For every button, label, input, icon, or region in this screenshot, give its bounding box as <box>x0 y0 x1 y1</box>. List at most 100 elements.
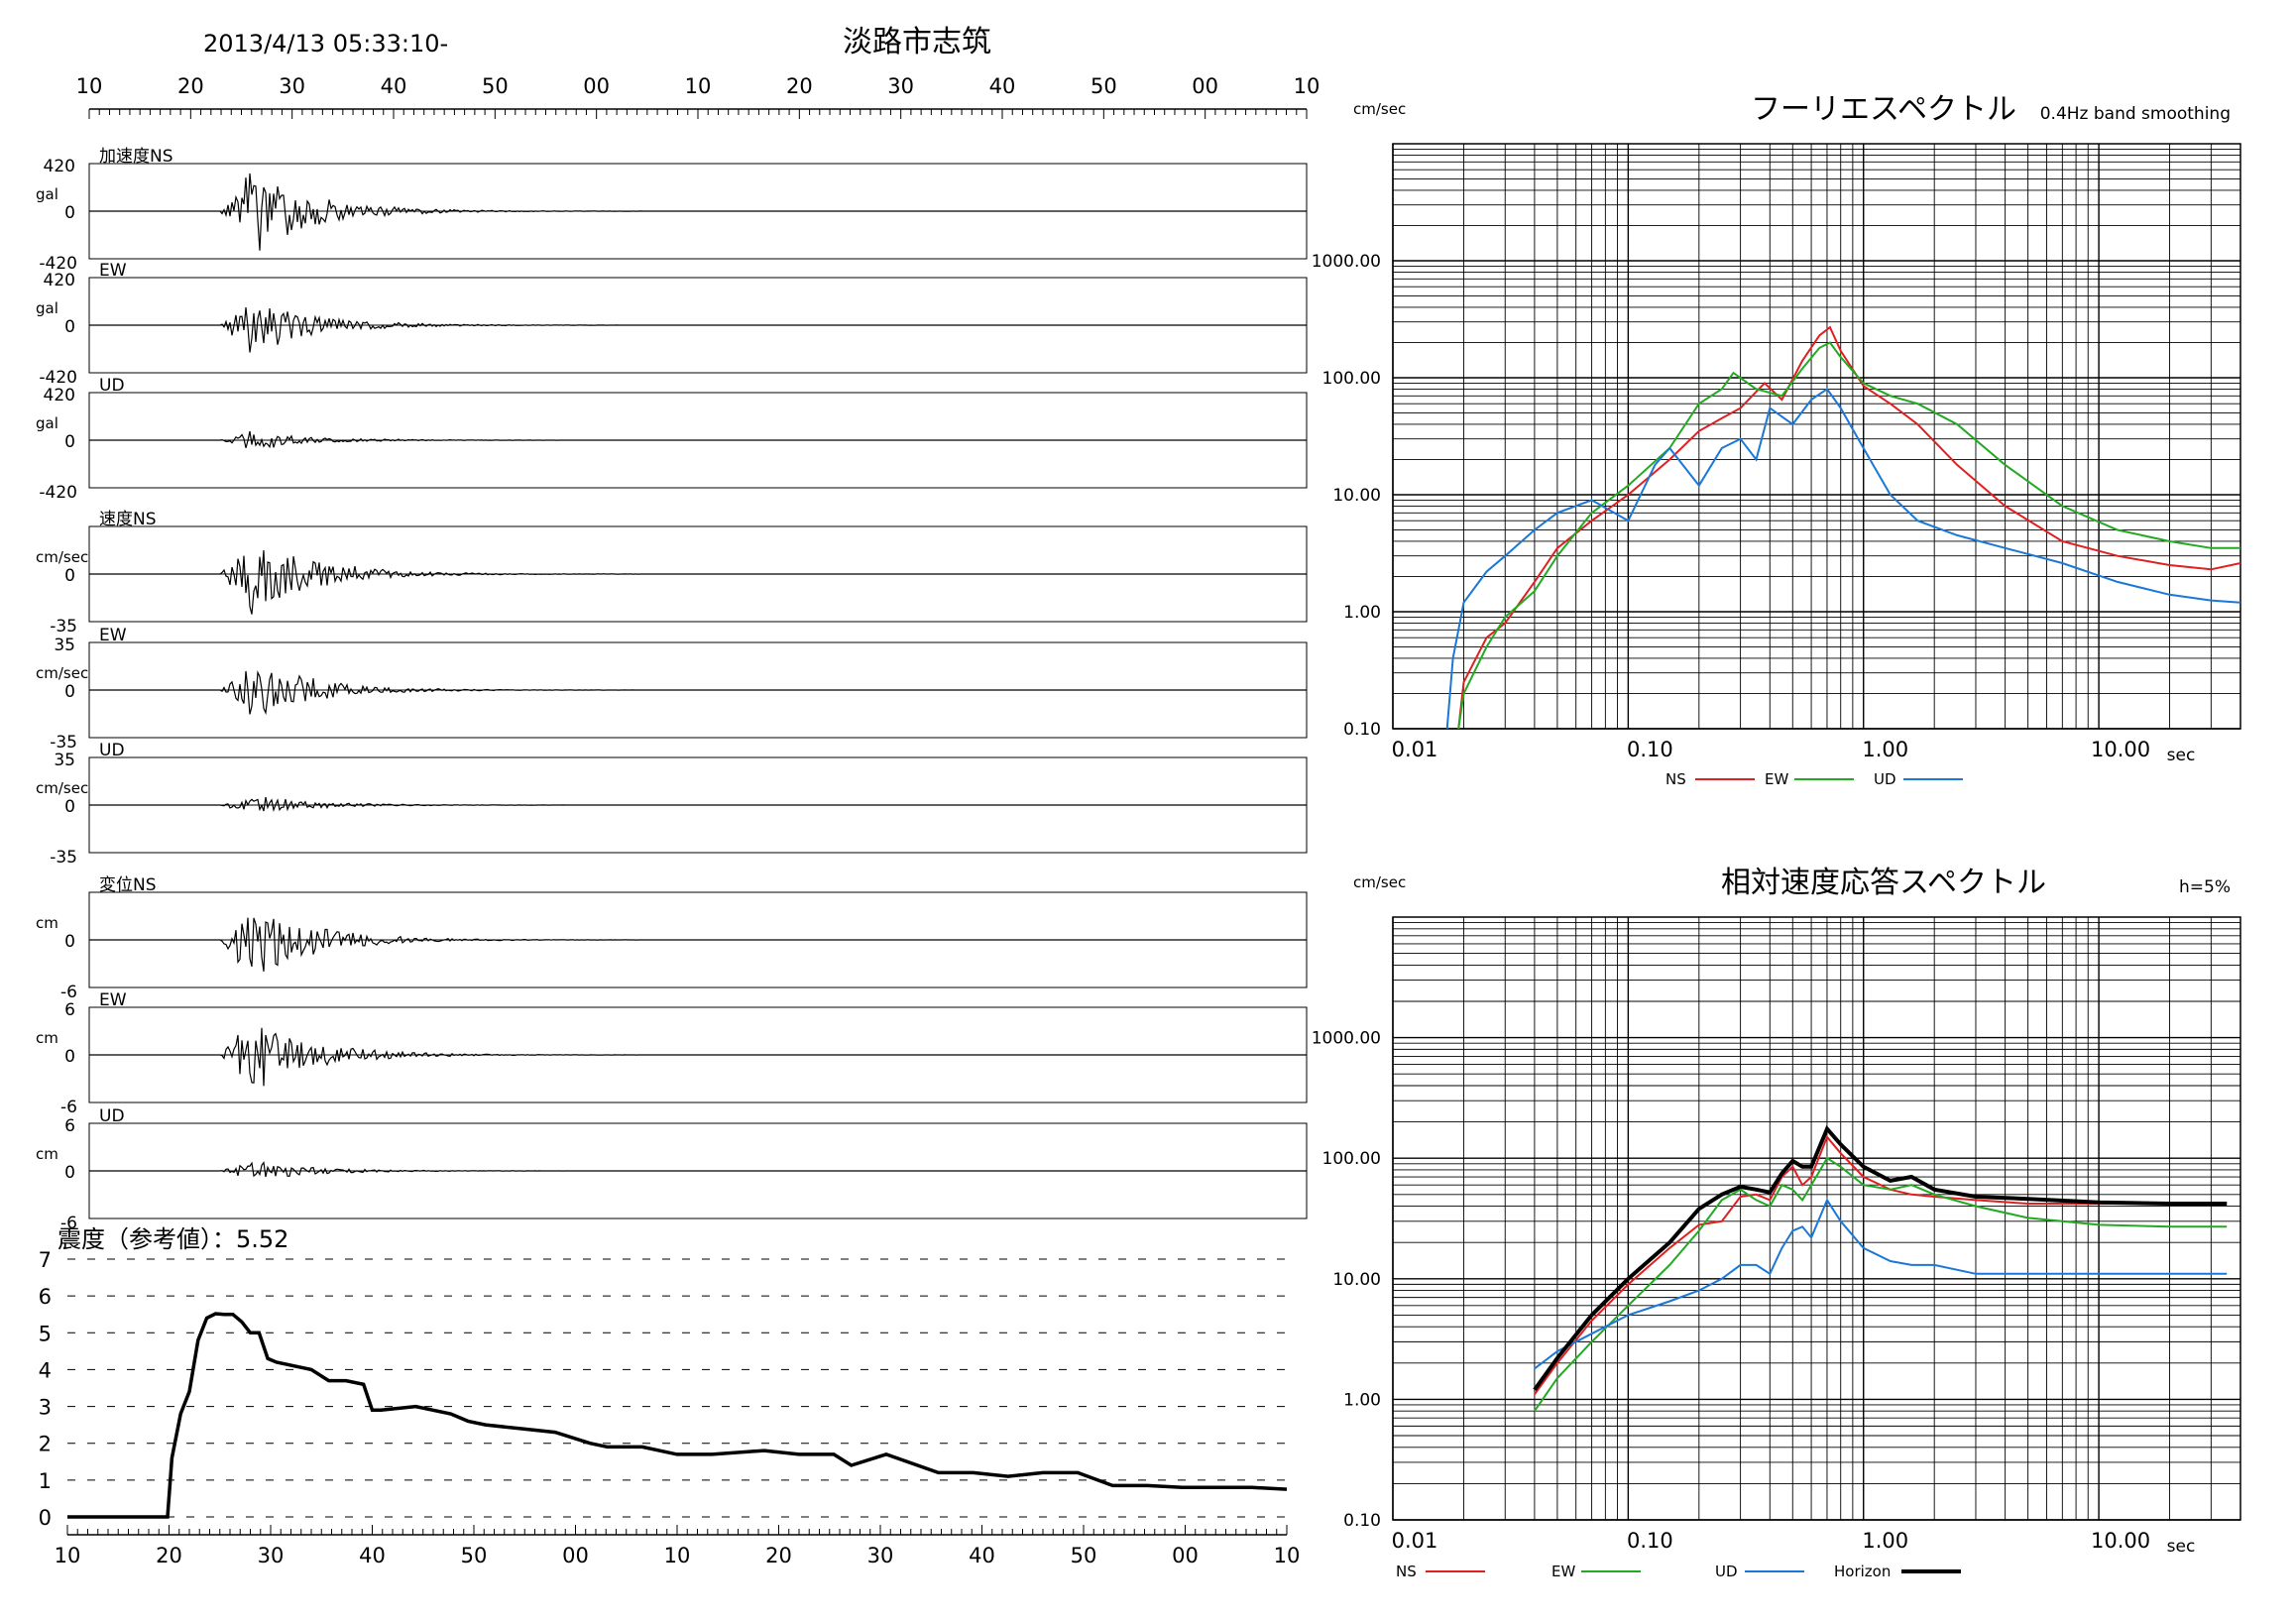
intensity-title: 震度（参考値）：5.52 <box>57 1225 288 1253</box>
intensity-y-tick-label: 2 <box>39 1433 52 1456</box>
top-axis-tick-label: 40 <box>381 74 407 98</box>
station-name: 淡路市志筑 <box>843 25 991 59</box>
trace-zero-value: 0 <box>64 566 75 586</box>
top-axis-tick-label: 00 <box>1192 74 1218 98</box>
top-axis-tick-label: 20 <box>177 74 204 98</box>
legend-label: UD <box>1874 770 1896 788</box>
trace-unit: cm/sec <box>36 664 88 682</box>
trace-top-value: 420 <box>44 157 75 176</box>
trace-waveform <box>89 917 1307 972</box>
trace-group-label: UD <box>99 376 125 396</box>
intensity-x-tick-label: 40 <box>359 1544 386 1567</box>
trace-bottom-value: -35 <box>50 848 77 868</box>
trace-group-label: UD <box>99 1106 125 1126</box>
spectrum-y-tick-label: 0.10 <box>1343 1511 1381 1531</box>
spectrum-frame <box>1392 143 2241 730</box>
top-axis-tick-label: 20 <box>786 74 813 98</box>
top-axis-tick-label: 50 <box>482 74 509 98</box>
trace-top-value: 35 <box>54 751 75 770</box>
legend-label: EW <box>1765 770 1788 788</box>
waveform-traces: 加速度NS gal 420 0 -420 EW gal 420 0 -420 UD gal 420 0 -4… <box>36 147 1308 1233</box>
trace-zero-value: 0 <box>64 432 75 452</box>
trace-bottom-value: -6 <box>60 1214 77 1233</box>
trace-bottom-value: -35 <box>50 733 77 753</box>
spectrum-x-unit: sec <box>2167 746 2196 765</box>
spectrum-x-unit: sec <box>2167 1537 2196 1557</box>
top-axis-tick-label: 50 <box>1091 74 1117 98</box>
legend-label: UD <box>1715 1563 1738 1580</box>
intensity-y-tick-label: 3 <box>39 1396 52 1420</box>
spectrum-x-tick-label: 0.10 <box>1627 738 1673 761</box>
spectrum-series-ew <box>1534 1156 2228 1412</box>
legend-label: Horizon <box>1834 1563 1891 1580</box>
spectrum-y-tick-label: 1000.00 <box>1312 252 1381 272</box>
trace-waveform <box>89 549 1307 615</box>
intensity-line <box>67 1312 1288 1519</box>
spectrum-title: フーリエスペクトル <box>1751 92 2016 127</box>
trace-group-label: UD <box>99 741 125 760</box>
spectrum-subtitle: h=5% <box>2179 877 2231 897</box>
intensity-x-tick-label: 50 <box>461 1544 488 1567</box>
spectrum-y-tick-label: 10.00 <box>1332 486 1381 506</box>
top-time-axis: 10 20 30 40 50 00 10 20 30 40 50 00 10 <box>76 74 1320 119</box>
intensity-y-tick-label: 5 <box>39 1322 52 1345</box>
spectrum-y-tick-label: 100.00 <box>1322 1149 1381 1169</box>
spectrum-series-ew <box>1457 341 2240 730</box>
spectrum-y-tick-label: 0.10 <box>1343 720 1381 740</box>
trace-bottom-value: -420 <box>39 368 77 388</box>
spectrum-y-tick-label: 1.00 <box>1343 1390 1381 1410</box>
trace-group-label: 加速度NS <box>99 147 173 167</box>
trace-waveform <box>89 1027 1307 1087</box>
spectrum-y-tick-label: 100.00 <box>1322 369 1381 389</box>
trace-panel: 加速度NS gal 420 0 -420 <box>36 147 1308 274</box>
trace-unit: cm <box>36 1145 58 1163</box>
trace-bottom-value: -35 <box>50 617 77 637</box>
intensity-x-tick-label: 00 <box>562 1544 589 1567</box>
trace-unit: gal <box>36 299 58 317</box>
trace-unit: cm/sec <box>36 548 88 566</box>
intensity-x-tick-label: 30 <box>867 1544 894 1567</box>
spectrum-y-unit: cm/sec <box>1353 100 1406 118</box>
trace-zero-value: 0 <box>64 203 75 223</box>
intensity-x-tick-label: 10 <box>1274 1544 1301 1567</box>
intensity-x-tick-label: 10 <box>55 1544 81 1567</box>
trace-panel: UD gal 420 0 -420 <box>36 376 1308 503</box>
top-axis-tick-label: 10 <box>685 74 712 98</box>
intensity-x-tick-label: 20 <box>765 1544 792 1567</box>
trace-waveform <box>89 1161 1307 1178</box>
intensity-y-tick-label: 7 <box>39 1248 52 1272</box>
intensity-x-tick-label: 20 <box>156 1544 182 1567</box>
trace-waveform <box>89 173 1307 251</box>
trace-unit: gal <box>36 414 58 432</box>
trace-waveform <box>89 796 1307 813</box>
spectrum-y-tick-label: 10.00 <box>1332 1270 1381 1290</box>
spectrum-series-ns <box>1534 1134 2228 1395</box>
response-spectrum-chart: 0.10 1.00 10.00 100.00 1000.00 0.01 0.10 1.00 10… <box>1312 866 2241 1580</box>
trace-panel: EW gal 420 0 -420 <box>36 261 1308 388</box>
spectrum-series-horizon <box>1533 1124 2228 1391</box>
spectrum-series-ud <box>1445 388 2241 730</box>
trace-group-label: 速度NS <box>99 510 157 529</box>
trace-waveform <box>89 669 1307 716</box>
trace-waveform <box>89 430 1307 449</box>
intensity-x-tick-label: 10 <box>664 1544 691 1567</box>
trace-panel: 変位NS cm 0 -6 <box>36 875 1308 1002</box>
intensity-y-tick-label: 0 <box>39 1506 52 1530</box>
spectrum-y-unit: cm/sec <box>1353 873 1406 891</box>
trace-group-label: EW <box>99 990 127 1010</box>
trace-top-value: 6 <box>64 1116 75 1136</box>
spectrum-series-ns <box>1457 325 2241 730</box>
spectrum-x-tick-label: 10.00 <box>2091 738 2150 761</box>
fourier-spectrum-chart: 0.10 1.00 10.00 100.00 1000.00 0.01 0.10 1.00 10… <box>1312 92 2241 788</box>
intensity-y-tick-label: 6 <box>39 1285 52 1309</box>
spectrum-x-tick-label: 0.10 <box>1627 1529 1673 1553</box>
spectrum-x-tick-label: 0.01 <box>1392 738 1438 761</box>
trace-unit: cm <box>36 914 58 932</box>
intensity-y-tick-label: 4 <box>39 1358 52 1382</box>
trace-panel: UD cm 6 0 -6 <box>36 1106 1308 1233</box>
spectrum-x-tick-label: 10.00 <box>2091 1529 2150 1553</box>
trace-zero-value: 0 <box>64 797 75 817</box>
spectrum-x-tick-label: 1.00 <box>1862 738 1908 761</box>
trace-panel: EW cm 6 0 -6 <box>36 990 1308 1117</box>
trace-top-value: 35 <box>54 636 75 655</box>
